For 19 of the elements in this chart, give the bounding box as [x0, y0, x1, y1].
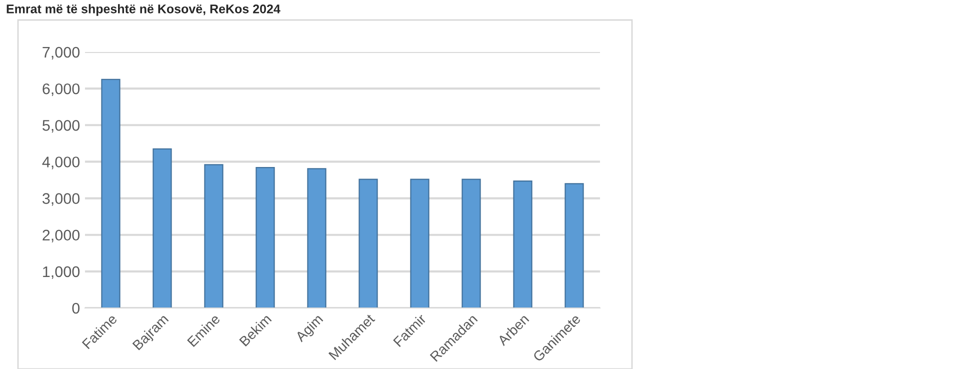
- chart-title: Emrat më të shpeshtë në Kosovë, ReKos 2024: [6, 4, 280, 16]
- bar: [410, 178, 430, 308]
- bar: [462, 178, 481, 308]
- bar: [564, 183, 584, 308]
- bar: [513, 180, 532, 308]
- y-tick-label: 1,000: [43, 266, 80, 279]
- y-tick-label: 6,000: [42, 83, 80, 96]
- y-tick-label: 5,000: [42, 120, 80, 133]
- y-tick-label: 2,000: [42, 230, 80, 242]
- y-tick-label: 3,000: [42, 193, 80, 206]
- y-tick-label: 7,000: [42, 46, 80, 60]
- bar: [204, 164, 224, 308]
- bar: [307, 168, 326, 308]
- y-tick-label: 0: [72, 302, 80, 314]
- bar: [358, 178, 378, 308]
- bar: [101, 78, 120, 308]
- y-tick-label: 4,000: [42, 156, 80, 170]
- bar: [152, 148, 172, 308]
- bar: [256, 167, 275, 308]
